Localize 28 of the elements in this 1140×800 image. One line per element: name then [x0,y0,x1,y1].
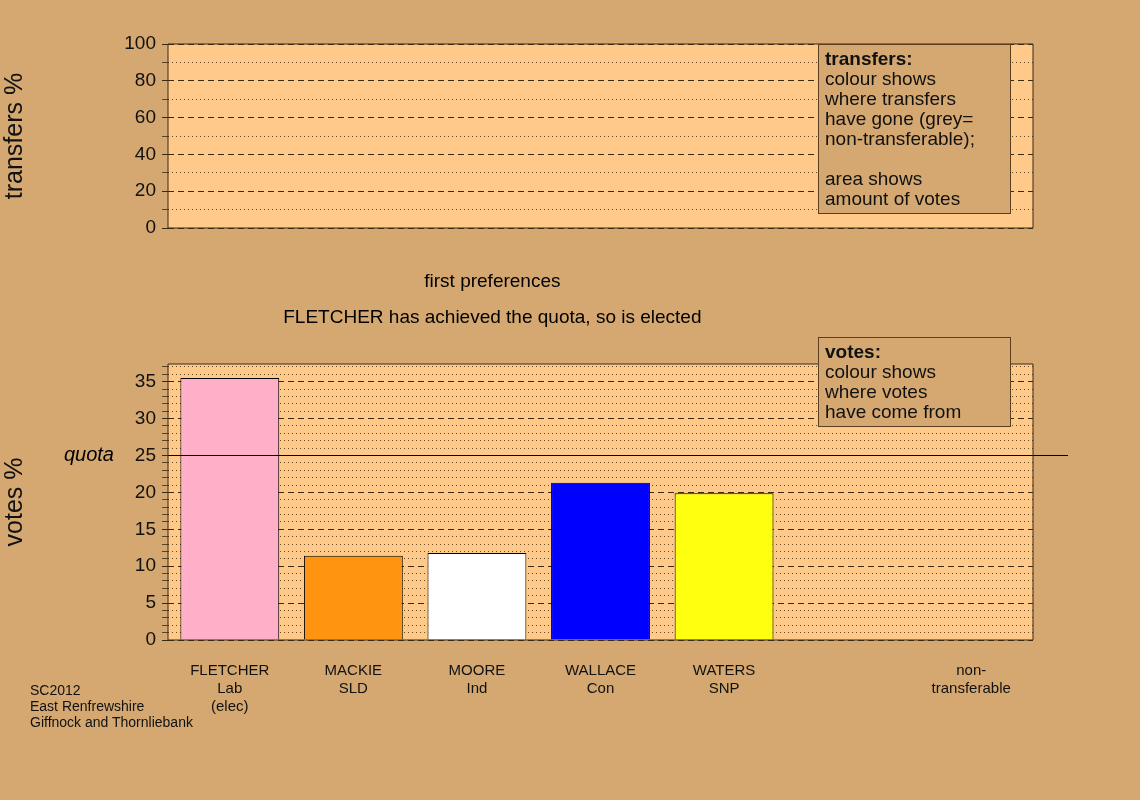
y-tick-label: 60 [134,105,156,127]
x-tick-label: FLETCHER Lab (elec) [190,661,270,715]
y-tick-label: 20 [134,179,156,201]
x-tick-label: MOORE Ind [448,661,506,697]
y-tick-label: 35 [134,369,156,391]
y-tick-label: 40 [134,142,156,164]
y-tick-label: 5 [145,591,156,613]
annotation: transfers: colour shows where transfers have gone (grey= non-transferable); area shows amount of votes [818,44,1011,214]
text: SC2012 East Renfrewshire Giffnock and Thornliebank [30,682,193,730]
y-tick-label: 0 [145,216,156,238]
y-axis-title: votes % [0,457,27,547]
chart-subtitle: FLETCHER has achieved the quota, so is elected [283,306,702,328]
chart-title: first preferences [424,270,561,292]
x-tick-label: non- transferable [931,661,1011,697]
y-tick-label: 30 [134,406,156,428]
y-tick-label: 80 [134,69,156,91]
y-tick-label: 100 [124,32,156,54]
x-tick-label: WATERS SNP [692,661,756,697]
y-tick-label: 0 [145,628,156,650]
y-tick-label: 20 [134,480,156,502]
x-tick-label: WALLACE Con [564,661,637,697]
y-tick-label: 10 [134,554,156,576]
y-tick-label: 25 [134,443,156,465]
ref-line-label: quota [63,443,114,466]
y-tick-label: 15 [134,517,156,539]
annotation: votes: colour shows where votes have come from [818,337,1011,427]
y-axis-title: transfers % [0,72,27,200]
x-tick-label: MACKIE SLD [324,661,383,697]
